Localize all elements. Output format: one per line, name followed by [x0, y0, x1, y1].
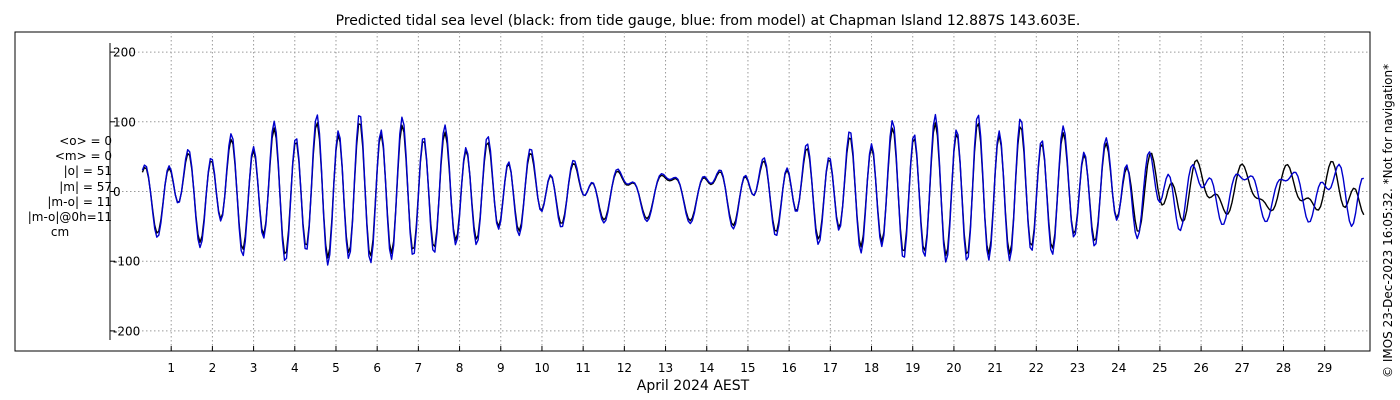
x-tick-label: 2 [209, 361, 217, 375]
x-tick-label: 4 [291, 361, 299, 375]
x-tick-label: 9 [497, 361, 505, 375]
x-tick-label: 29 [1317, 361, 1332, 375]
x-tick-label: 28 [1276, 361, 1291, 375]
y-tick-label: 200 [113, 46, 136, 60]
series-line-model [141, 113, 1364, 266]
x-tick-label: 21 [987, 361, 1002, 375]
stat-mean-observed: <o> = 0 [59, 134, 112, 148]
x-tick-label: 13 [658, 361, 673, 375]
x-tick-label: 26 [1193, 361, 1208, 375]
y-tick-label: -200 [113, 324, 140, 338]
chart-title: Predicted tidal sea level (black: from t… [336, 13, 1081, 29]
x-tick-label: 20 [946, 361, 961, 375]
x-tick-label: 24 [1111, 361, 1126, 375]
x-tick-label: 1 [167, 361, 175, 375]
stat-abs-diff-0h: |m-o|@0h=11 [27, 210, 112, 225]
stats-panel: <o> = 0 <m> = 0 |o| = 51 |m| = 57 |m-o| … [8, 134, 112, 240]
x-tick-label: 25 [1152, 361, 1167, 375]
copyright-note: © IMOS 23-Dec-2023 16:05:32. *Not for na… [1381, 64, 1395, 378]
x-tick-label: 12 [617, 361, 632, 375]
x-tick-label: 5 [332, 361, 340, 375]
x-tick-label: 3 [250, 361, 258, 375]
x-tick-label: 23 [1070, 361, 1085, 375]
stat-unit: cm [50, 225, 70, 240]
x-tick-label: 8 [456, 361, 464, 375]
plot-frame [14, 31, 1371, 352]
x-tick-label: 18 [864, 361, 879, 375]
x-tick-label: 27 [1235, 361, 1250, 375]
x-tick-label: 19 [905, 361, 920, 375]
x-tick-label: 17 [823, 361, 838, 375]
x-tick-label: 16 [781, 361, 796, 375]
x-tick-label: 15 [740, 361, 755, 375]
x-tick-label: 14 [699, 361, 714, 375]
grid-lines [110, 32, 1370, 351]
y-tick-label: -100 [113, 255, 140, 269]
series-lines [141, 113, 1365, 266]
x-tick-label: 6 [373, 361, 381, 375]
x-tick-label: 22 [1029, 361, 1044, 375]
x-tick-label: 11 [576, 361, 591, 375]
x-tick-label: 7 [415, 361, 423, 375]
stat-mean-model: <m> = 0 [54, 149, 112, 164]
x-axis-label: April 2024 AEST [637, 378, 750, 394]
y-tick-label: 0 [113, 185, 121, 199]
stat-abs-diff: |m-o| = 11 [47, 194, 112, 209]
stat-abs-observed: |o| = 51 [63, 164, 112, 179]
y-tick-label: 100 [113, 115, 136, 129]
x-tick-label: 10 [534, 361, 549, 375]
stat-abs-model: |m| = 57 [59, 179, 112, 194]
